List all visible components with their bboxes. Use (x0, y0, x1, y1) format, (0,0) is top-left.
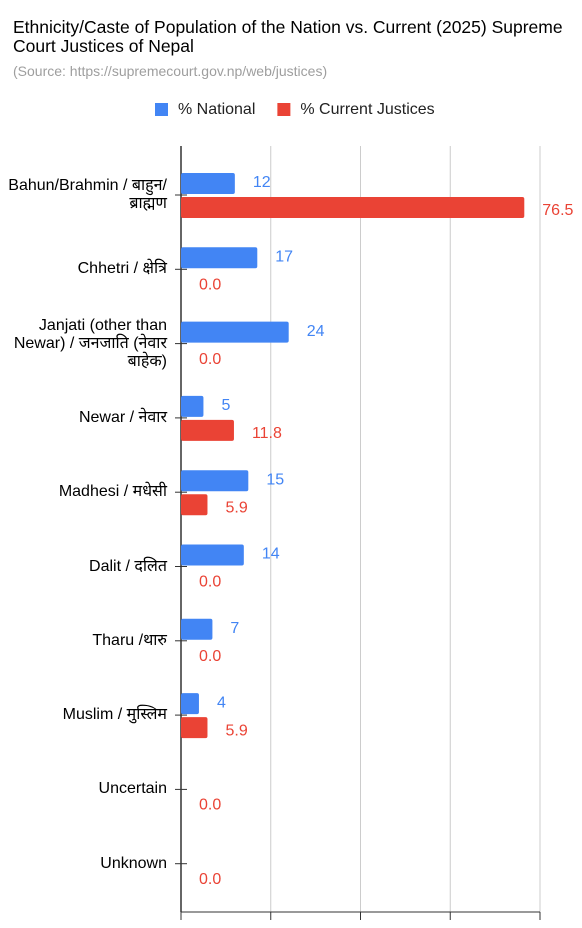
value-label: 11.8 (252, 425, 282, 442)
value-label: 0.0 (199, 574, 221, 591)
value-label: 5.9 (225, 499, 247, 516)
value-label: 0.0 (199, 648, 221, 665)
bar (181, 197, 525, 218)
y-tick-label: Newar / नेवार (78, 408, 167, 426)
y-tick-label: Tharu /थारु (92, 631, 167, 649)
value-label: 5.9 (225, 722, 247, 739)
bar (181, 395, 204, 417)
bar (181, 173, 235, 194)
value-label: 0.0 (199, 871, 221, 888)
value-label: 0.0 (199, 277, 221, 294)
bar (181, 544, 244, 566)
y-tick-label: Chhetri / क्षेत्रि (77, 260, 167, 278)
y-tick-label: Janjati (other than Newar) / जनजाति (नेव… (13, 316, 167, 370)
value-label: 24 (307, 323, 325, 340)
y-tick-label: Madhesi / मधेसी (58, 483, 167, 501)
value-label: 17 (275, 249, 293, 266)
y-tick-label: Dalit / दलित (89, 557, 167, 575)
bar (181, 321, 289, 343)
value-label: 76.5 (542, 202, 573, 219)
y-tick-label: Uncertain (98, 780, 167, 798)
value-label: 0.0 (199, 351, 221, 368)
value-label: 7 (230, 620, 239, 637)
bar (181, 693, 199, 715)
value-label: 5 (221, 397, 230, 414)
legend-swatch (277, 103, 291, 116)
y-tick-label: Muslim / मुस्लिम (62, 706, 167, 724)
bar (181, 419, 234, 441)
legend-label: % National (178, 101, 255, 118)
value-label: 0.0 (199, 797, 221, 814)
bar (181, 247, 258, 269)
bar (181, 494, 208, 516)
chart-subtitle: (Source: https://supremecourt.gov.np/web… (13, 63, 328, 79)
chart-title: Ethnicity/Caste of Population of the Nat… (13, 17, 563, 56)
legend-swatch (155, 103, 168, 116)
y-tick-label: Bahun/Brahmin / बाहुन/ब्राह्मण (8, 177, 167, 212)
bar (181, 717, 208, 739)
bar (181, 618, 213, 640)
value-label: 15 (266, 471, 284, 488)
y-tick-label: Unknown (100, 854, 167, 872)
legend-label: % Current Justices (300, 101, 434, 118)
bar (181, 470, 249, 492)
value-label: 12 (253, 174, 271, 191)
value-label: 14 (262, 546, 280, 563)
value-label: 4 (217, 694, 226, 711)
